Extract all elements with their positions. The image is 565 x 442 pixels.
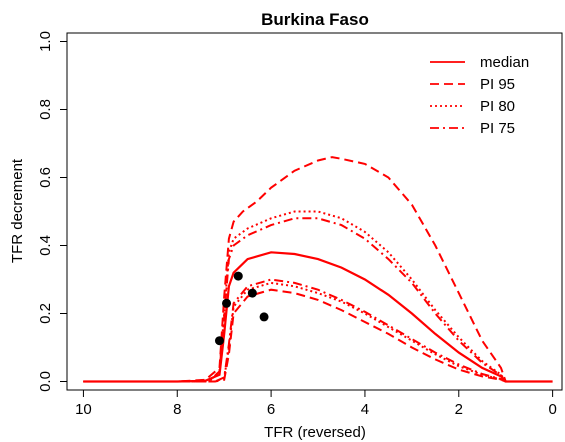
series-line-pi-75 bbox=[83, 278, 553, 383]
observed-points bbox=[214, 271, 269, 346]
y-tick-label: 1.0 bbox=[37, 31, 54, 52]
y-tick-label: 0.0 bbox=[37, 371, 54, 392]
legend: median PI 95 PI 80 PI 75 bbox=[430, 54, 529, 137]
observed-point bbox=[233, 271, 243, 281]
observed-point bbox=[247, 288, 257, 298]
legend-label: PI 80 bbox=[480, 98, 515, 115]
legend-label: median bbox=[480, 54, 529, 71]
x-tick-label: 2 bbox=[455, 401, 463, 418]
x-tick-label: 8 bbox=[173, 401, 181, 418]
x-axis: 10 8 6 4 2 0 bbox=[75, 389, 557, 418]
legend-label: PI 95 bbox=[480, 76, 515, 93]
series-line-pi-95 bbox=[83, 288, 553, 383]
x-axis-label: TFR (reversed) bbox=[264, 424, 366, 441]
y-axis: 0.0 0.2 0.4 0.6 0.8 1.0 bbox=[37, 31, 68, 392]
observed-point bbox=[259, 312, 269, 322]
y-tick-label: 0.2 bbox=[37, 303, 54, 324]
y-axis-label: TFR decrement bbox=[9, 158, 26, 263]
x-tick-label: 0 bbox=[548, 401, 556, 418]
interval-lines bbox=[83, 156, 553, 383]
observed-point bbox=[214, 336, 224, 346]
observed-point bbox=[222, 298, 232, 308]
y-tick-label: 0.6 bbox=[37, 167, 54, 188]
x-tick-label: 4 bbox=[361, 401, 369, 418]
chart-title: Burkina Faso bbox=[261, 10, 369, 29]
y-tick-label: 0.8 bbox=[37, 99, 54, 120]
y-tick-label: 0.4 bbox=[37, 235, 54, 256]
legend-label: PI 75 bbox=[480, 120, 515, 137]
x-tick-label: 6 bbox=[267, 401, 275, 418]
x-tick-label: 10 bbox=[75, 401, 92, 418]
series-line-pi-95 bbox=[83, 156, 553, 383]
series-line-pi-75 bbox=[83, 217, 553, 383]
